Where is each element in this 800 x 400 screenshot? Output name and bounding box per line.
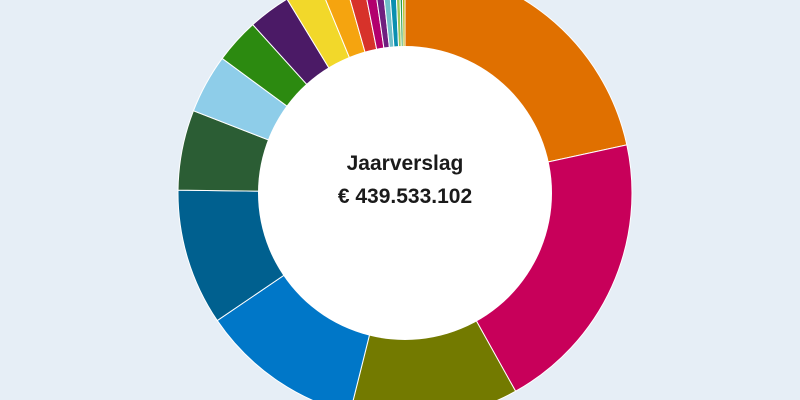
chart-total-amount: € 439.533.102 bbox=[337, 185, 473, 208]
chart-title: Jaarverslag bbox=[346, 152, 464, 175]
donut-slices bbox=[177, 0, 633, 400]
donut-hole bbox=[258, 46, 552, 340]
